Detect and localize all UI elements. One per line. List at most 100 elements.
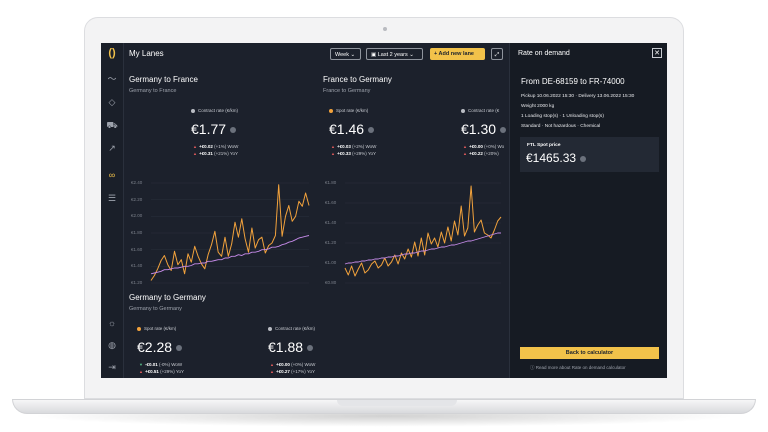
info-icon[interactable]	[230, 127, 237, 134]
plus-icon: +	[434, 51, 438, 57]
activity-icon[interactable]: 〜	[107, 74, 117, 84]
expand-icon[interactable]: ⤢	[491, 48, 503, 60]
triangle-up-icon: ▲	[331, 151, 335, 156]
delta-pct: (+20%)	[484, 151, 499, 156]
chevron-down-icon: ⌄	[409, 52, 414, 58]
y-tick-label: €1.00	[325, 260, 337, 265]
triangle-up-icon: ▲	[270, 362, 274, 367]
period-select[interactable]: Week ⌄	[330, 48, 361, 60]
delta-pct: (+1%) WoW	[214, 144, 239, 149]
card-subtitle: Germany to France	[129, 88, 177, 94]
delta-value: +€0.33	[336, 151, 351, 156]
metric-label-text: Contract rate (€	[468, 108, 500, 113]
delta-value: +€0.00	[468, 144, 483, 149]
top-bar: My Lanes Week ⌄ ▣ Last 2 years ⌄ + Add n…	[123, 43, 509, 65]
metric-label-text: Spot rate (€/km)	[144, 326, 177, 331]
delta-wow: ▲ +€0.03 (+2%) WoW	[331, 144, 376, 149]
contract-rate-line	[150, 235, 310, 275]
truck-icon[interactable]: ⛟	[106, 120, 118, 130]
info-icon[interactable]	[580, 155, 587, 162]
y-tick-label: €1.80	[131, 230, 143, 235]
spot-rate-line	[344, 185, 502, 277]
info-icon[interactable]	[307, 345, 314, 352]
metric-value: €1.77	[191, 121, 237, 137]
metric-value-text: €1.77	[191, 121, 227, 137]
y-tick-label: €2.00	[131, 213, 143, 219]
route-heading: From DE-68159 to FR-74000	[521, 77, 625, 86]
document-icon[interactable]: ☰	[107, 193, 117, 203]
triangle-up-icon: ▲	[463, 151, 467, 156]
card-title: Germany to Germany	[129, 293, 206, 302]
y-tick-label: €1.40	[325, 220, 337, 225]
price-value-text: €1465.33	[526, 151, 577, 165]
legend-dot	[329, 108, 333, 113]
info-icon[interactable]	[176, 345, 183, 352]
globe-icon[interactable]: ◍	[108, 340, 116, 350]
triangle-up-icon: ▲	[463, 144, 467, 149]
calendar-icon: ▣	[371, 52, 377, 58]
card-title: Germany to France	[129, 75, 198, 84]
delta-yoy: ▲ +€0.27 (+17%) YoY	[270, 369, 315, 374]
delta-pct: (+0%) WoW	[291, 362, 316, 367]
y-tick-label: €1.60	[325, 200, 337, 205]
info-icon: ⓘ	[530, 365, 535, 370]
y-tick-label: €0.80	[325, 280, 337, 285]
triangle-up-icon: ▲	[270, 369, 274, 374]
metric-label-text: Contract rate (€/km)	[198, 108, 239, 113]
delta-pct: (+0%) Wo	[484, 144, 505, 149]
price-box: FTL Spot price €1465.33	[520, 137, 659, 172]
y-tick-label: €2.40	[131, 180, 143, 185]
lanes-icon[interactable]: ∞	[108, 170, 116, 180]
chart-germany-to-france	[150, 182, 310, 284]
close-icon[interactable]: ✕	[652, 48, 662, 58]
price-value: €1465.33	[526, 151, 587, 165]
y-tick-label: €2.20	[131, 196, 143, 202]
logout-icon[interactable]: ⇥	[108, 362, 116, 372]
metric-value: €2.28	[137, 339, 183, 355]
read-more-text: Read more about Rate on demand calculato…	[535, 365, 626, 370]
legend-dot	[191, 108, 195, 113]
laptop-notch	[337, 400, 457, 406]
legend-dot	[268, 326, 272, 331]
sun-icon[interactable]: ☼	[107, 318, 117, 328]
add-lane-label: Add new lane	[438, 51, 474, 57]
panel-title: Rate on demand	[518, 50, 570, 57]
card-title: France to Germany	[323, 75, 392, 84]
delta-wow: ▲ +€0.00 (+0%) WoW	[270, 362, 315, 367]
delta-value: +€0.31	[198, 151, 213, 156]
weight-line: Weight 2000 kg	[521, 104, 555, 109]
metric-value: €1.46	[329, 121, 375, 137]
metric-label: Spot rate (€/km)	[329, 108, 368, 113]
metric-value: €1.88	[268, 339, 314, 355]
stops-line: 1 Loading stop(s) · 1 Unloading stop(s)	[521, 114, 604, 119]
read-more-link[interactable]: ⓘ Read more about Rate on demand calcula…	[530, 365, 626, 371]
delta-pct: (+17%) YoY	[291, 369, 316, 374]
metric-label: Spot rate (€/km)	[137, 326, 176, 331]
info-icon[interactable]	[368, 127, 375, 134]
y-tick-label: €1.80	[325, 180, 337, 185]
card-subtitle: Germany to Germany	[129, 306, 182, 312]
logo-icon[interactable]: ()	[108, 47, 116, 59]
metric-label: Contract rate (€/km)	[191, 108, 238, 113]
legend-dot	[461, 108, 465, 113]
metric-value-text: €1.46	[329, 121, 365, 137]
delta-pct: (+29%) YoY	[352, 151, 377, 156]
range-select[interactable]: ▣ Last 2 years ⌄	[366, 48, 423, 60]
metric-value: €1.30	[461, 121, 507, 137]
delta-yoy: ▲ +€0.51 (+29%) YoY	[139, 369, 184, 374]
period-select-value: Week	[335, 52, 349, 58]
tag-icon[interactable]: ◇	[108, 97, 116, 107]
back-to-calculator-button[interactable]: Back to calculator	[520, 347, 659, 359]
export-icon[interactable]: ↗	[108, 143, 116, 153]
add-lane-button[interactable]: + Add new lane	[430, 48, 485, 60]
delta-pct: (-0%) WoW	[159, 362, 183, 367]
spot-rate-line	[150, 184, 310, 281]
triangle-up-icon: ▲	[193, 144, 197, 149]
metric-label-text: Spot rate (€/km)	[336, 108, 369, 113]
triangle-up-icon: ▲	[331, 144, 335, 149]
info-icon[interactable]	[500, 127, 507, 134]
metric-label-text: Contract rate (€/km)	[275, 326, 316, 331]
chart-france-to-germany	[344, 182, 502, 284]
triangle-up-icon: ▲	[193, 151, 197, 156]
y-tick-label: €1.40	[131, 263, 143, 269]
